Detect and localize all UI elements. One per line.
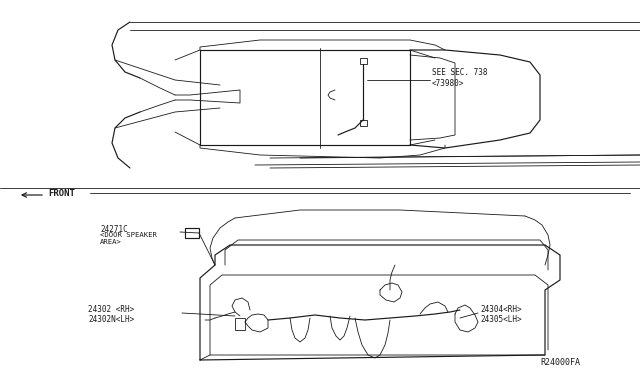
Bar xyxy=(235,318,245,330)
Bar xyxy=(360,58,367,64)
Text: 24304<RH>
24305<LH>: 24304<RH> 24305<LH> xyxy=(480,305,522,324)
Text: FRONT: FRONT xyxy=(48,189,75,198)
Text: <DOOR SPEAKER
AREA>: <DOOR SPEAKER AREA> xyxy=(100,232,157,245)
Bar xyxy=(360,120,367,126)
Bar xyxy=(185,228,199,238)
Text: 24302 <RH>
24302N<LH>: 24302 <RH> 24302N<LH> xyxy=(88,305,134,324)
Text: 24271C: 24271C xyxy=(100,225,128,234)
Text: R24000FA: R24000FA xyxy=(540,358,580,367)
Text: SEE SEC. 738
<73980>: SEE SEC. 738 <73980> xyxy=(432,68,488,88)
